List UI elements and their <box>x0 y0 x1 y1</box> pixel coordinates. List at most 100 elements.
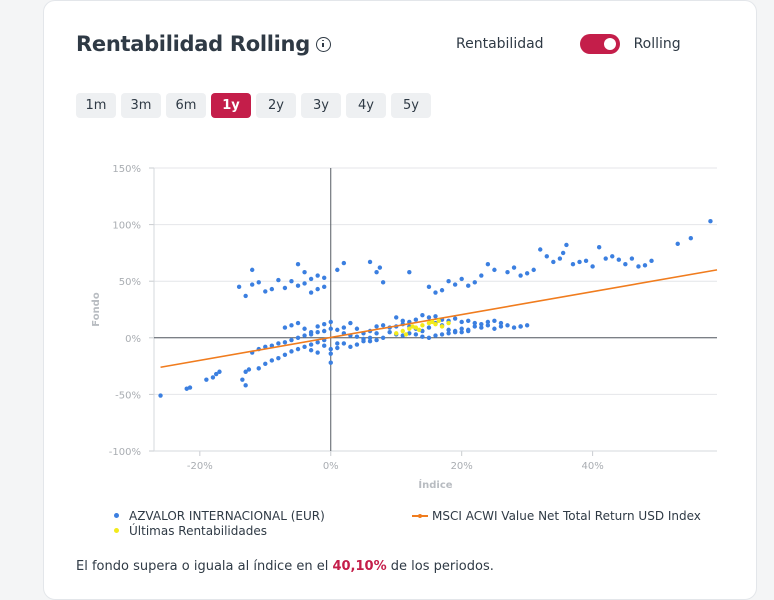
x-tick-label: 20% <box>451 461 473 472</box>
fund-point <box>636 264 641 269</box>
legend-item-fund[interactable]: AZVALOR INTERNACIONAL (EUR) <box>114 508 325 523</box>
period-button-3m[interactable]: 3m <box>121 93 161 118</box>
latest-point <box>433 322 438 327</box>
fund-point <box>466 327 471 333</box>
fund-point <box>426 315 432 320</box>
period-button-6m[interactable]: 6m <box>166 93 206 118</box>
latest-point <box>430 319 435 325</box>
fund-point <box>367 338 373 344</box>
fund-point <box>479 273 484 278</box>
fund-point <box>616 257 622 262</box>
fund-point <box>564 242 569 248</box>
legend-label-fund: AZVALOR INTERNACIONAL (EUR) <box>129 508 325 523</box>
fund-point <box>603 256 608 261</box>
fund-point <box>187 385 193 390</box>
fund-point <box>249 282 255 287</box>
fund-point <box>413 317 419 322</box>
fund-point <box>249 267 255 273</box>
fund-point <box>263 361 268 367</box>
fund-point <box>623 262 628 267</box>
scatter-chart: 150% 100% 50% 0% -50% -100% -20% 0% 20% 40% Índice… <box>91 164 718 491</box>
fund-point <box>459 276 464 282</box>
rolling-toggle-switch[interactable] <box>579 34 620 54</box>
fund-point <box>295 335 301 340</box>
fund-point <box>315 340 320 345</box>
x-tick-label: -20% <box>187 461 213 472</box>
y-tick-label: 100% <box>112 221 141 232</box>
fund-point <box>367 259 373 265</box>
fund-point <box>243 383 248 388</box>
fund-point <box>289 349 294 354</box>
fund-point <box>433 333 438 338</box>
fund-point <box>295 346 301 352</box>
legend-item-index[interactable]: MSCI ACWI Value Net Total Return USD Ind… <box>412 508 701 523</box>
y-tick-label: 50% <box>119 277 141 288</box>
fund-point <box>466 318 471 324</box>
footer-suffix: de los periodos. <box>386 559 494 574</box>
fund-point <box>308 329 314 335</box>
fund-point <box>459 319 464 325</box>
fund-point <box>688 235 694 241</box>
fund-point <box>328 326 333 331</box>
latest-point <box>420 323 425 328</box>
fund-point <box>354 326 360 331</box>
fund-point <box>426 284 432 290</box>
fund-point <box>642 263 648 268</box>
card-title: Rentabilidad Rolling <box>76 32 331 56</box>
fund-point <box>361 338 366 344</box>
rolling-card: Rentabilidad Rolling Rentabilidad Rollin… <box>43 0 757 600</box>
period-button-2y[interactable]: 2y <box>256 93 296 118</box>
period-button-1m[interactable]: 1m <box>76 93 116 118</box>
fund-point <box>335 341 340 346</box>
info-icon[interactable] <box>315 36 331 52</box>
fund-point <box>335 345 340 351</box>
period-button-5y[interactable]: 5y <box>391 93 431 118</box>
fund-point <box>322 328 327 334</box>
fund-point <box>295 262 301 267</box>
fund-point <box>524 323 530 328</box>
legend-item-latest[interactable]: Últimas Rentabilidades <box>114 523 325 538</box>
period-button-4y[interactable]: 4y <box>346 93 386 118</box>
fund-point <box>394 315 399 320</box>
fund-point <box>289 279 294 284</box>
fund-point <box>583 258 589 264</box>
footer-prefix: El fondo supera o iguala al índice en el <box>76 559 333 574</box>
fund-point <box>269 358 275 363</box>
latest-point <box>416 327 422 333</box>
fund-point <box>492 326 497 331</box>
fund-point <box>328 351 333 356</box>
fund-point <box>439 332 445 337</box>
fund-point <box>439 288 445 293</box>
index-regression-line <box>160 269 718 369</box>
period-button-1y[interactable]: 1y <box>211 93 251 118</box>
fund-point <box>407 269 412 275</box>
fund-point <box>610 254 615 259</box>
fund-point <box>511 265 517 270</box>
fund-point <box>302 269 307 275</box>
fund-point <box>505 323 510 328</box>
fund-point <box>374 337 379 343</box>
fund-point <box>551 259 556 265</box>
fund-point <box>433 314 438 319</box>
fund-point <box>236 284 242 290</box>
fund-point <box>289 323 294 328</box>
fund-point <box>492 318 497 324</box>
fund-point <box>276 341 281 346</box>
period-button-3y[interactable]: 3y <box>301 93 341 118</box>
fund-point <box>348 320 353 326</box>
latest-point <box>394 331 399 336</box>
fund-point <box>256 280 261 285</box>
fund-point <box>413 332 419 337</box>
fund-point <box>518 324 523 329</box>
fund-point <box>420 334 425 339</box>
fund-point <box>302 344 307 350</box>
fund-point <box>263 289 268 294</box>
fund-point <box>315 286 320 292</box>
fund-point <box>282 325 288 330</box>
fund-point <box>328 346 333 352</box>
fund-point <box>518 273 523 278</box>
latest-point <box>413 325 419 330</box>
fund-point <box>485 323 491 328</box>
fund-point <box>459 329 464 335</box>
fund-point <box>498 324 504 329</box>
